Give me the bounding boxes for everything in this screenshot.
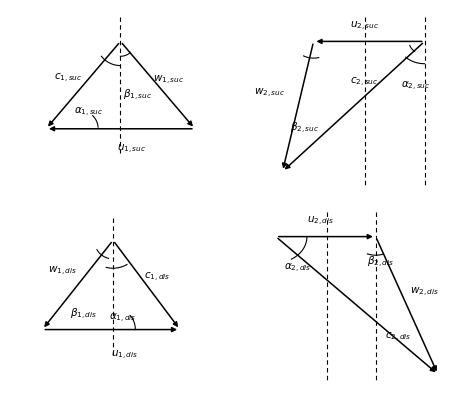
Text: $u_{2,dis}$: $u_{2,dis}$ — [307, 215, 334, 228]
Text: $c_{2,suc}$: $c_{2,suc}$ — [350, 76, 379, 89]
Text: $w_{1,suc}$: $w_{1,suc}$ — [153, 74, 184, 87]
Text: $\beta_{1,dis}$: $\beta_{1,dis}$ — [70, 307, 97, 322]
Text: $\alpha_{1,dis}$: $\alpha_{1,dis}$ — [109, 312, 136, 325]
Text: $\alpha_{1,suc}$: $\alpha_{1,suc}$ — [74, 106, 104, 119]
Text: $u_{1,dis}$: $u_{1,dis}$ — [110, 349, 138, 362]
Text: $\beta_{1,suc}$: $\beta_{1,suc}$ — [123, 88, 152, 103]
Text: $c_{1,dis}$: $c_{1,dis}$ — [145, 271, 171, 284]
Text: $u_{2,suc}$: $u_{2,suc}$ — [350, 20, 379, 33]
Text: $\beta_{2,suc}$: $\beta_{2,suc}$ — [290, 121, 319, 136]
Text: $w_{1,dis}$: $w_{1,dis}$ — [48, 265, 77, 278]
Text: $\alpha_{2,suc}$: $\alpha_{2,suc}$ — [401, 79, 430, 93]
Text: $c_{1,suc}$: $c_{1,suc}$ — [54, 72, 82, 85]
Text: $w_{2,suc}$: $w_{2,suc}$ — [254, 87, 285, 100]
Text: $c_{2,dis}$: $c_{2,dis}$ — [385, 330, 411, 343]
Text: $w_{2,dis}$: $w_{2,dis}$ — [410, 286, 439, 299]
Text: $\alpha_{2,dis}$: $\alpha_{2,dis}$ — [284, 262, 312, 275]
Text: $\beta_{2,dis}$: $\beta_{2,dis}$ — [366, 255, 394, 270]
Text: $u_{1,suc}$: $u_{1,suc}$ — [117, 143, 146, 156]
